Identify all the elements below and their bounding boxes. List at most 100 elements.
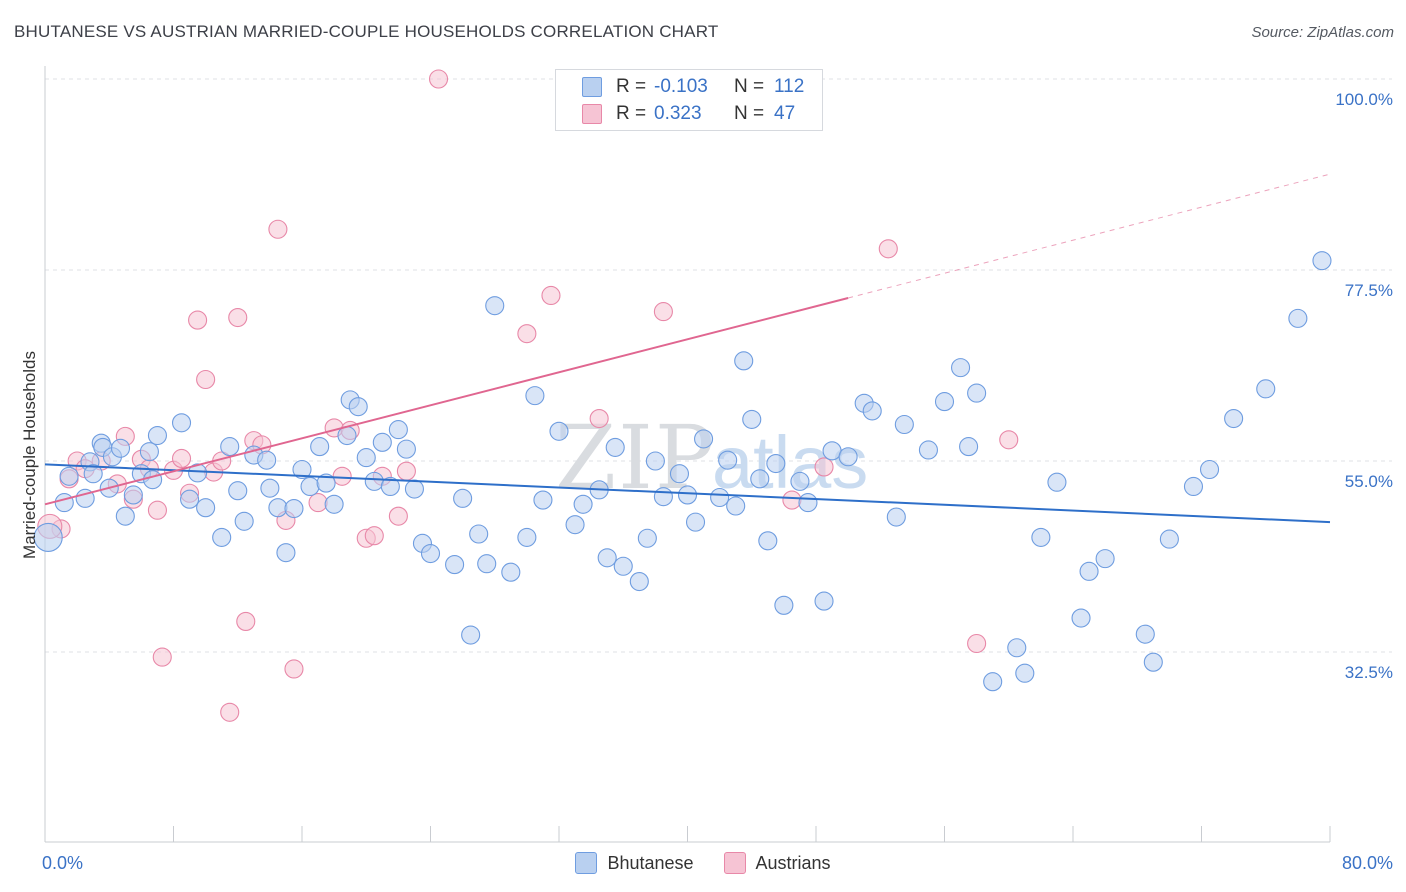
austrians-point: [541, 285, 561, 306]
legend-item-bhutanese[interactable]: Bhutanese: [575, 852, 694, 874]
y-tick-label: 55.0%: [1345, 472, 1393, 491]
bhutanese-point: [212, 527, 232, 547]
bhutanese-point: [573, 494, 593, 514]
bhutanese-point: [348, 397, 368, 417]
bhutanese-point: [453, 488, 473, 508]
austrians-point: [228, 307, 248, 328]
bhutanese-point: [1007, 638, 1027, 658]
r-value: -0.103: [654, 76, 708, 97]
bhutanese-point: [1071, 608, 1091, 628]
bhutanese-point: [798, 493, 818, 513]
austrians-point: [967, 633, 987, 654]
x-tick-label-max: 80.0%: [1342, 853, 1393, 873]
bhutanese-point: [983, 672, 1003, 692]
legend-row-bhutanese: R = -0.103 N = 112: [582, 75, 804, 99]
bhutanese-point: [1079, 561, 1099, 581]
bhutanese-point: [533, 490, 553, 510]
bhutanese-point: [742, 409, 762, 429]
bhutanese-point: [774, 595, 794, 615]
bhutanese-point: [445, 555, 465, 575]
legend-swatch-bhutanese: [582, 77, 602, 97]
bhutanese-point: [525, 386, 545, 406]
austrians-point: [308, 493, 328, 513]
bhutanese-point: [645, 451, 665, 471]
legend-swatch-bhutanese: [575, 852, 598, 874]
austrians-point: [517, 324, 537, 344]
bhutanese-point: [734, 351, 754, 371]
bhutanese-point: [364, 471, 384, 491]
bhutanese-point: [123, 485, 143, 505]
y-tick-label: 32.5%: [1345, 663, 1393, 682]
n-label: N =: [734, 76, 765, 97]
bhutanese-point: [1031, 527, 1051, 547]
bhutanese-point: [380, 476, 400, 497]
legend-label-austrians: Austrians: [755, 852, 831, 873]
bhutanese-point: [188, 463, 208, 483]
bhutanese-point: [420, 543, 441, 564]
y-tick-label: 77.5%: [1345, 281, 1393, 300]
bhutanese-point: [115, 506, 135, 526]
bhutanese-point: [862, 401, 882, 421]
austrians-point: [999, 430, 1019, 450]
bhutanese-point: [110, 438, 131, 458]
austrians-trend-line: [44, 297, 849, 506]
bhutanese-point: [613, 556, 633, 576]
bhutanese-point: [33, 522, 63, 552]
bhutanese-point: [196, 498, 216, 518]
bhutanese-point: [653, 487, 673, 507]
bhutanese-point: [501, 562, 521, 582]
bhutanese-point: [257, 450, 277, 470]
bhutanese-point: [171, 413, 192, 433]
bhutanese-point: [750, 469, 770, 489]
bhutanese-point: [356, 448, 376, 468]
x-tick-label-min: 0.0%: [42, 853, 83, 873]
bhutanese-point: [220, 437, 240, 457]
bhutanese-point: [404, 479, 424, 499]
austrians-point: [171, 448, 192, 469]
bhutanese-point: [276, 543, 296, 563]
bhutanese-point: [83, 464, 103, 484]
bhutanese-point: [292, 459, 312, 480]
bhutanese-point: [597, 548, 617, 568]
austrians-point: [428, 69, 449, 89]
bhutanese-point: [605, 437, 625, 457]
r-label: R =: [616, 76, 647, 97]
correlation-legend: R = -0.103 N = 112 R = 0.323 N = 47: [555, 69, 823, 131]
legend-row-austrians: R = 0.323 N = 47: [582, 102, 795, 126]
legend-swatch-austrians: [723, 852, 746, 874]
austrians-point: [147, 500, 167, 520]
source-label: Source: ZipAtlas.com: [1251, 24, 1394, 41]
legend-label-bhutanese: Bhutanese: [607, 852, 694, 873]
bhutanese-point: [517, 527, 537, 547]
axes: [44, 66, 1331, 843]
bhutanese-point: [918, 440, 938, 460]
bhutanese-point: [1288, 308, 1308, 328]
bhutanese-point: [1047, 472, 1067, 492]
bhutanese-point: [1224, 409, 1244, 429]
bhutanese-point: [1095, 549, 1115, 569]
bhutanese-point: [477, 554, 497, 574]
r-label: R =: [616, 103, 647, 124]
bhutanese-point: [1135, 624, 1155, 644]
bhutanese-point: [284, 498, 304, 519]
bhutanese-point: [1199, 459, 1220, 480]
bhutanese-point: [677, 485, 698, 505]
bhutanese-point: [59, 466, 79, 486]
legend-item-austrians[interactable]: Austrians: [723, 852, 831, 874]
bhutanese-point: [180, 489, 200, 509]
bhutanese-point: [147, 425, 167, 446]
bhutanese-point: [726, 496, 746, 516]
bhutanese-point: [1312, 251, 1332, 271]
bhutanese-point: [310, 437, 330, 457]
bhutanese-point: [234, 511, 254, 531]
bhutanese-point: [549, 421, 569, 441]
austrians-point: [152, 647, 172, 667]
n-label: N =: [734, 103, 765, 124]
bhutanese-point: [268, 498, 288, 518]
austrians-point: [196, 369, 216, 390]
austrians-point: [268, 219, 288, 239]
bhutanese-point: [1256, 379, 1276, 399]
bhutanese-point: [461, 625, 481, 645]
bhutanese-point: [758, 531, 778, 551]
chart-title: BHUTANESE VS AUSTRIAN MARRIED-COUPLE HOU…: [14, 22, 719, 41]
